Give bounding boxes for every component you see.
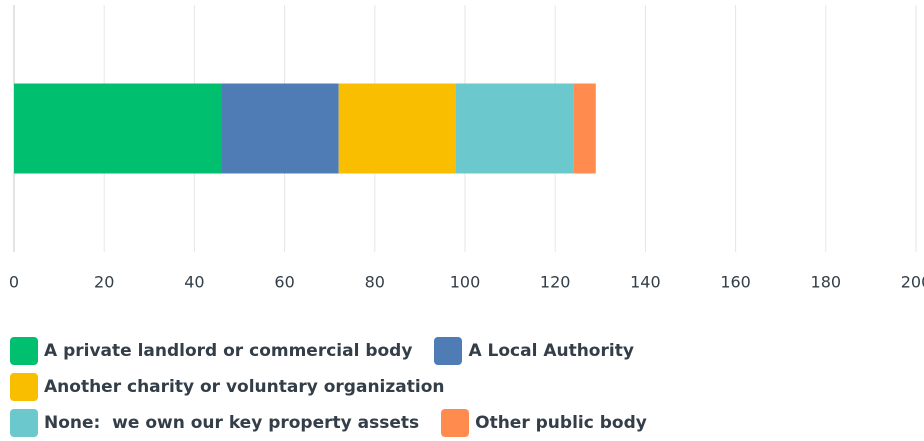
x-tick-label: 120 [540, 273, 571, 292]
x-tick-label: 60 [274, 273, 294, 292]
legend-item: Another charity or voluntary organizatio… [10, 372, 444, 402]
x-tick-label: 20 [94, 273, 114, 292]
x-tick-label: 200 [901, 273, 924, 292]
bar-segment [14, 83, 222, 174]
legend-swatch [441, 409, 470, 437]
legend-swatch [10, 337, 38, 365]
bar-segment [221, 83, 339, 174]
chart: 0 20 40 60 80 100 120 140 160 180 200 [9, 5, 924, 292]
legend: A private landlord or commercial body A L… [10, 336, 730, 438]
x-tick-label: 80 [365, 273, 385, 292]
legend-label: Another charity or voluntary organizatio… [44, 377, 445, 397]
bar-segment [573, 83, 596, 174]
legend-item: A Local Authority [434, 336, 634, 366]
x-tick-label: 180 [811, 273, 842, 292]
legend-item: A private landlord or commercial body [10, 336, 412, 366]
x-tick-label: 40 [184, 273, 204, 292]
legend-swatch [434, 337, 463, 365]
legend-label: A private landlord or commercial body [44, 341, 413, 361]
legend-label: Other public body [475, 413, 647, 433]
x-tick-label: 0 [9, 273, 19, 292]
legend-label: None: we own our key property assets [44, 413, 420, 433]
bar-segment [455, 83, 574, 174]
x-tick-label: 160 [720, 273, 751, 292]
legend-swatch [10, 373, 38, 401]
legend-item: Other public body [441, 408, 647, 438]
x-tick-label: 100 [450, 273, 481, 292]
x-tick-label: 140 [630, 273, 661, 292]
legend-swatch [10, 409, 38, 437]
legend-item: None: we own our key property assets [10, 408, 419, 438]
legend-label: A Local Authority [468, 341, 634, 361]
bar-segment [338, 83, 456, 174]
